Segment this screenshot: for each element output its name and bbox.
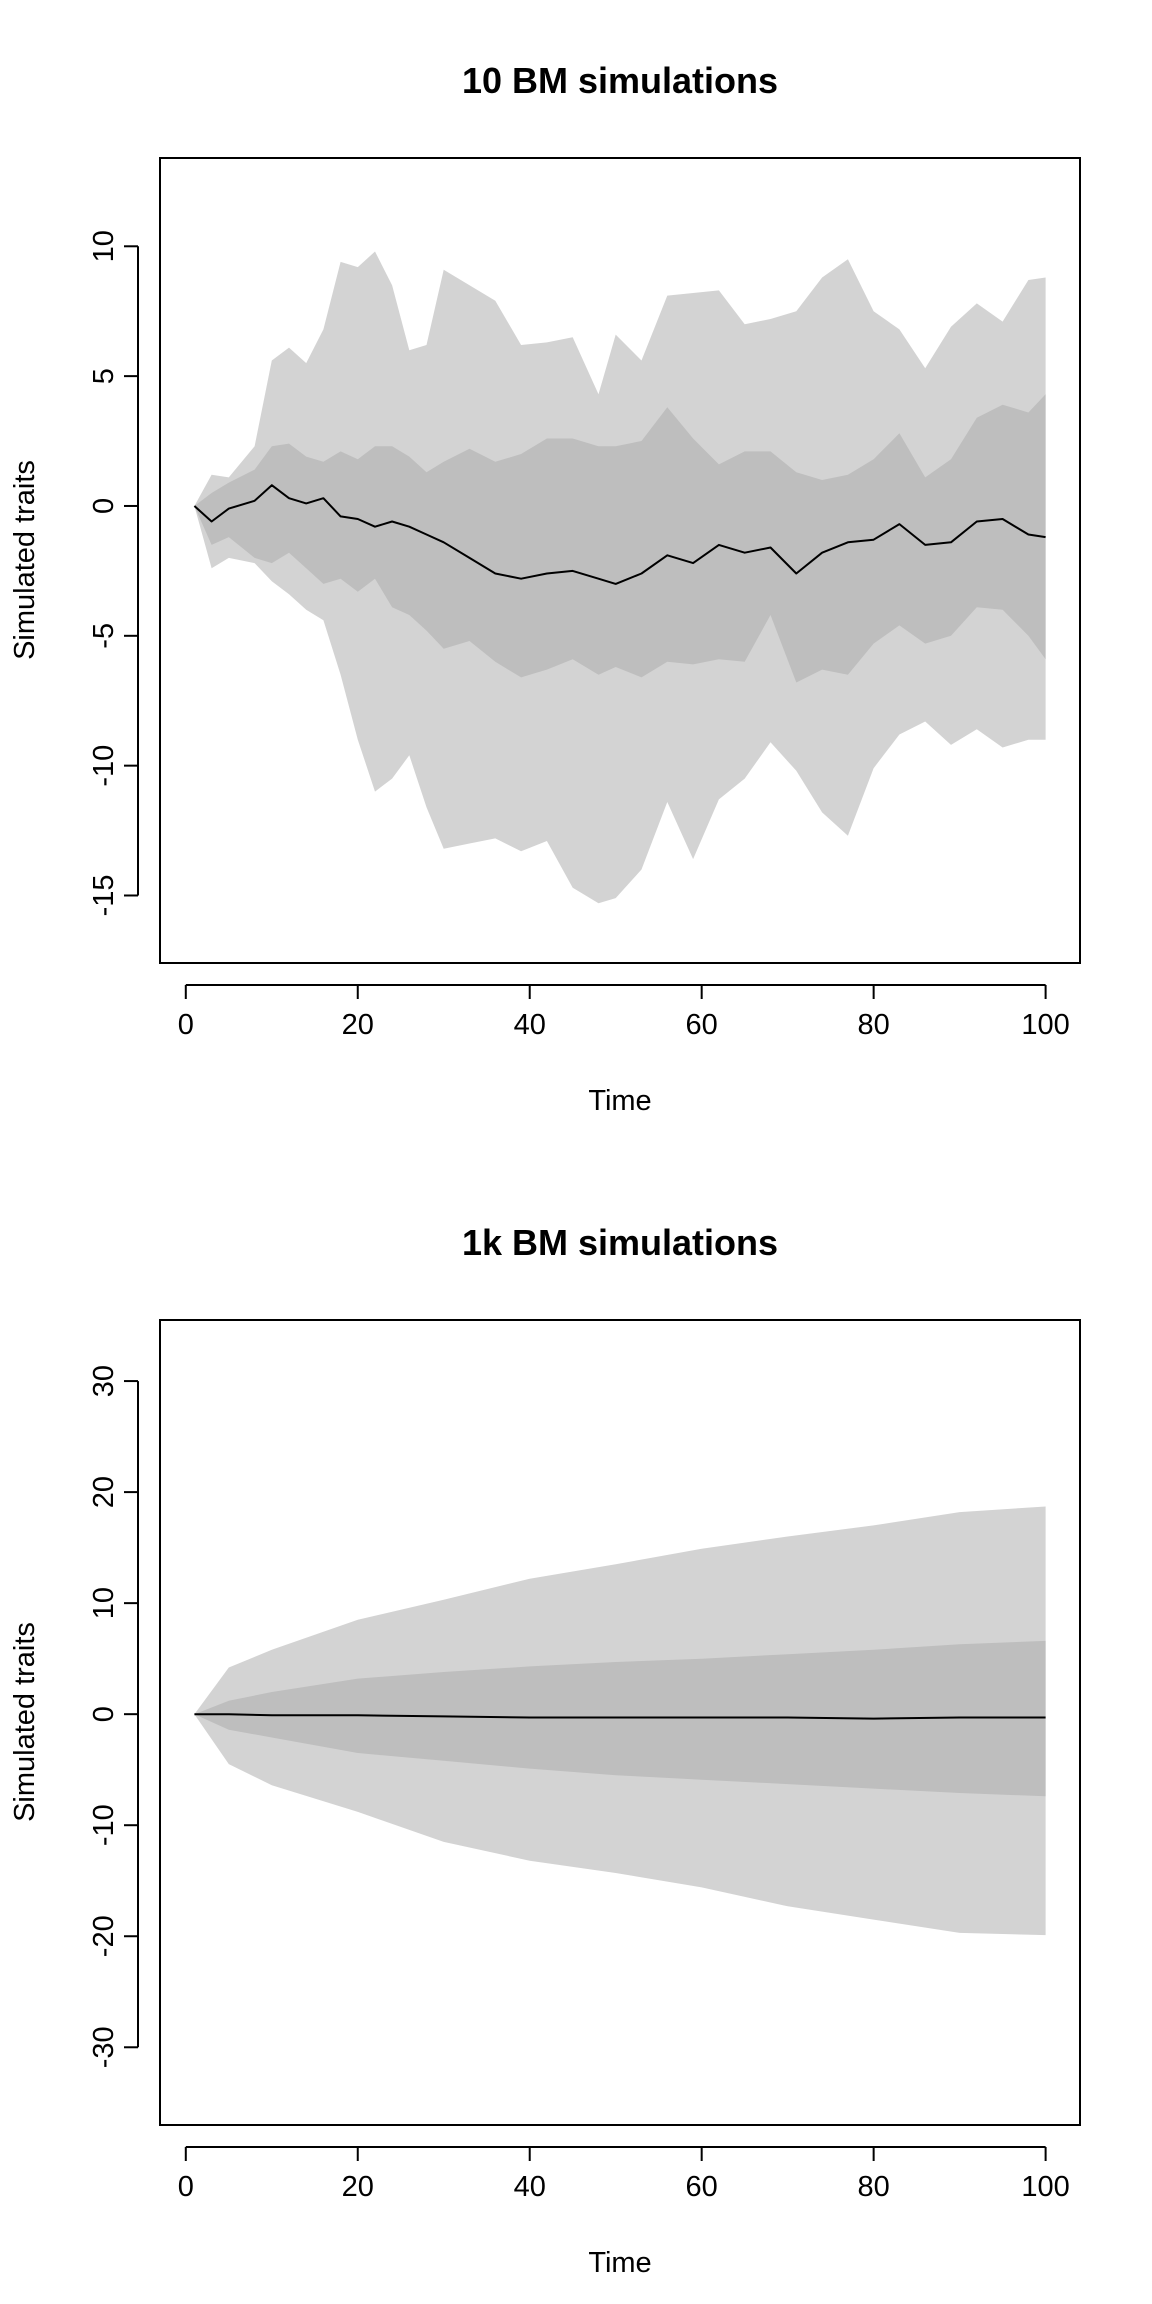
x-tick-label: 40 (514, 1009, 546, 1041)
chart-title: 10 BM simulations (462, 60, 778, 101)
y-tick-label: 10 (88, 1587, 120, 1619)
x-tick-label: 0 (178, 2171, 194, 2203)
plot-frame (159, 1319, 1081, 2126)
x-tick-label: 20 (342, 2171, 374, 2203)
plot-area (194, 1506, 1046, 1936)
y-tick-label: -10 (88, 1804, 120, 1846)
x-tick-label: 60 (686, 1009, 718, 1041)
mean-line (193, 484, 1046, 585)
x-tick-label: 100 (1021, 2171, 1069, 2203)
y-tick-label: 0 (88, 1706, 120, 1722)
inner-band (194, 1640, 1046, 1797)
chart-title: 1k BM simulations (462, 1222, 778, 1263)
x-axis-label: Time (588, 2247, 651, 2279)
x-tick-label: 80 (858, 2171, 890, 2203)
x-tick-label: 100 (1021, 1009, 1069, 1041)
x-tick-label: 40 (514, 2171, 546, 2203)
y-axis: -15 -10 -5 0 5 10 (88, 230, 139, 917)
y-tick-label: -15 (88, 875, 120, 917)
inner-band (194, 394, 1046, 683)
plot-frame (159, 157, 1081, 964)
x-tick-label: 20 (342, 1009, 374, 1041)
chart-panel-2: 1k BM simulations 0 20 40 60 80 100 -30-20-10… (9, 1222, 1081, 2279)
y-tick-label: 30 (88, 1365, 120, 1397)
y-tick-label: -20 (88, 1915, 120, 1957)
y-axis-label: Simulated traits (9, 1622, 41, 1822)
y-axis: -30 -20 -10 0 10 20 30 (88, 1365, 139, 2068)
x-axis: 0 20 40 60 80 100 (178, 984, 1070, 1041)
y-tick-label: 20 (88, 1476, 120, 1508)
y-tick-label: -5 (88, 623, 120, 649)
x-axis: 0 20 40 60 80 100 (178, 2146, 1070, 2203)
chart-panel-1: 10 BM simulations 0 20 40 60 80 100 -15-10-50… (9, 60, 1081, 1117)
y-axis-label: Simulated traits (9, 460, 41, 660)
x-tick-label: 60 (686, 2171, 718, 2203)
y-tick-label: -30 (88, 2026, 120, 2068)
y-tick-label: 5 (88, 368, 120, 384)
y-tick-label: 10 (88, 230, 120, 262)
y-tick-label: -10 (88, 745, 120, 787)
mean-line (194, 1713, 1046, 1720)
x-tick-label: 80 (858, 1009, 890, 1041)
x-tick-label: 0 (178, 1009, 194, 1041)
plot-area (193, 251, 1046, 904)
y-tick-label: 0 (88, 498, 120, 514)
x-axis-label: Time (588, 1085, 651, 1117)
